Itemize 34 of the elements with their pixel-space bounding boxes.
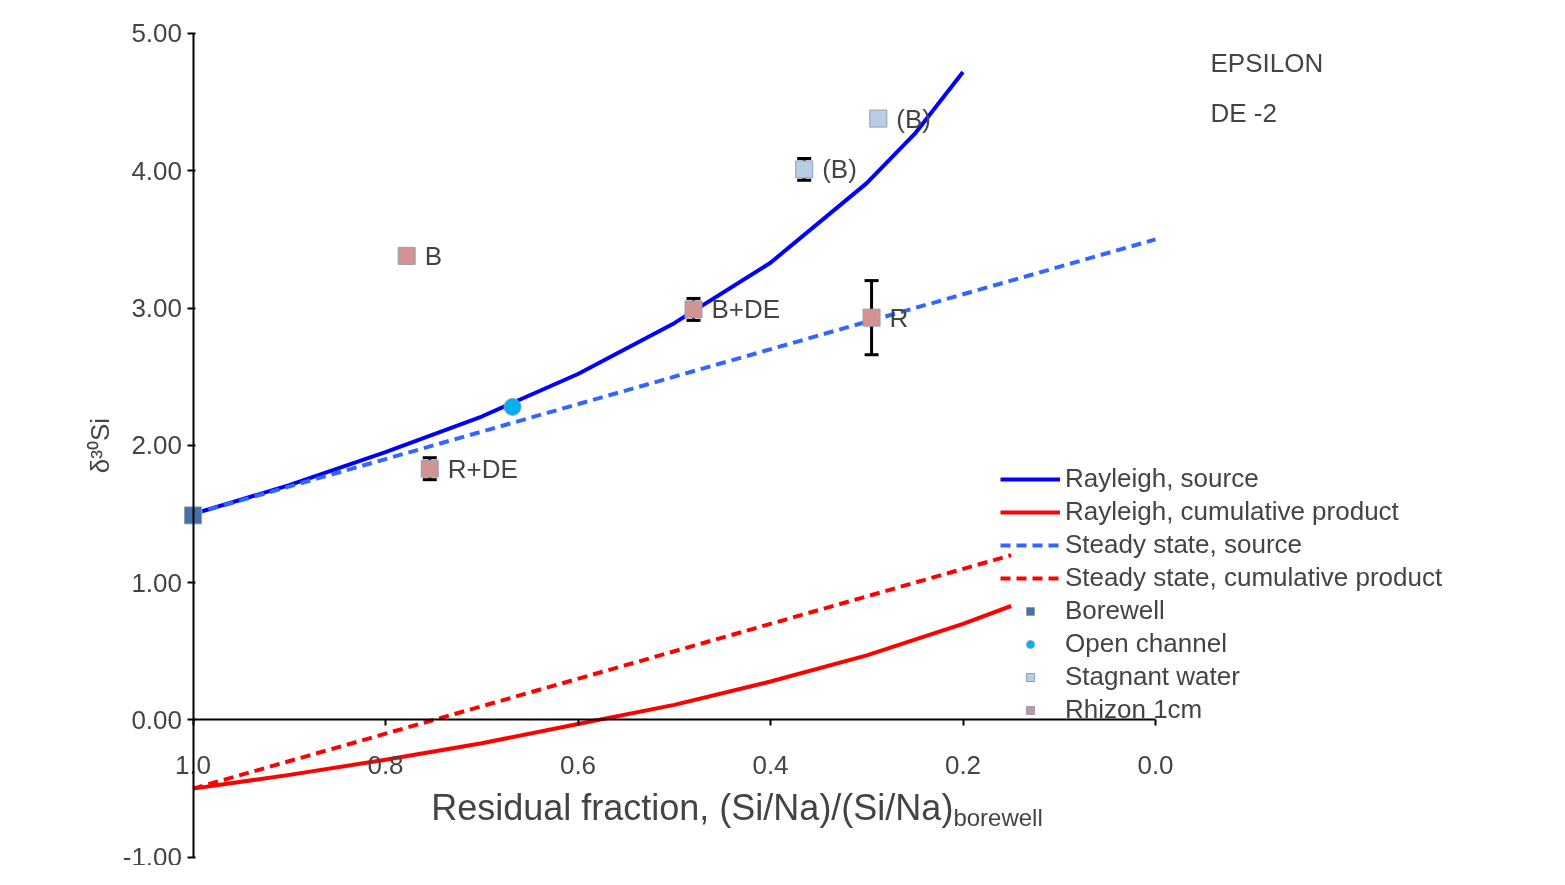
legend-label: Rayleigh, cumulative product — [1065, 496, 1399, 527]
point — [420, 459, 439, 478]
legend-label: Stagnant water — [1065, 661, 1240, 692]
point — [184, 506, 202, 525]
y-axis-title: δ³⁰Si — [85, 417, 116, 474]
y-tick-label: 5.00 — [131, 18, 183, 49]
y-tick-label: 1.00 — [131, 567, 183, 598]
annotation: R+DE — [447, 453, 518, 484]
x-tick-label: 0.4 — [752, 749, 789, 780]
point — [795, 160, 814, 179]
legend-label: Steady state, cumulative product — [1065, 562, 1443, 593]
legend-label: Borewell — [1065, 595, 1165, 626]
legend-label: Steady state, source — [1065, 529, 1303, 560]
point — [397, 246, 416, 265]
text: DE -2 — [1210, 98, 1277, 129]
point — [862, 308, 881, 327]
x-tick-label: 0.6 — [559, 749, 597, 780]
annotation: (B) — [822, 154, 857, 185]
x-tick-label: 0.2 — [944, 749, 982, 780]
legend-label: Rhizon 1cm — [1065, 694, 1203, 725]
point — [503, 397, 522, 416]
annotation: B — [424, 240, 443, 271]
x-tick-label: 0.0 — [1137, 749, 1174, 780]
legend-label: Open channel — [1065, 628, 1227, 659]
point — [684, 300, 703, 319]
y-tick-label: 0.00 — [131, 704, 183, 735]
annotation: B+DE — [711, 294, 781, 325]
y-tick-label: 3.00 — [131, 293, 183, 324]
y-tick-label: 2.00 — [131, 430, 183, 461]
legend-label: Rayleigh, source — [1065, 463, 1259, 494]
y-tick-label: -1.00 — [122, 841, 182, 872]
text: EPSILON — [1210, 48, 1324, 79]
point — [869, 109, 888, 128]
y-tick-label: 4.00 — [131, 155, 183, 186]
